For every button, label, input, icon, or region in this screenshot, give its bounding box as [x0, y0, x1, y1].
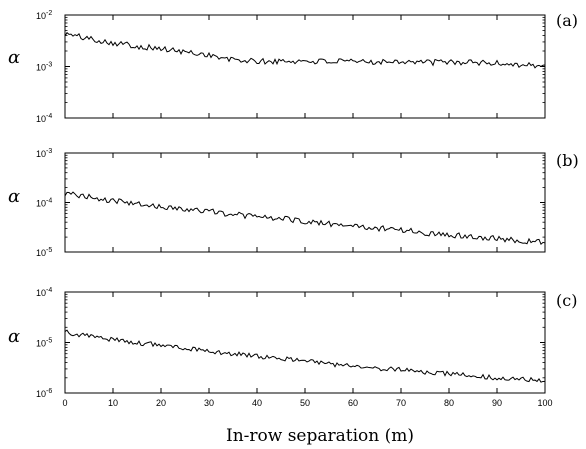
- y-tick-exponent: -3: [46, 148, 52, 155]
- y-tick-label: 10-2: [36, 10, 52, 21]
- y-tick-base: 10: [36, 389, 46, 399]
- x-tick-label: 70: [396, 398, 406, 408]
- y-tick-base: 10: [36, 288, 46, 298]
- plot-frame: [64, 14, 546, 119]
- x-axis-label: In-row separation (m): [226, 426, 414, 446]
- x-tick-label: 80: [444, 398, 454, 408]
- y-tick-exponent: -2: [46, 10, 52, 17]
- y-axis-label: α: [8, 326, 20, 347]
- y-tick-exponent: -4: [46, 287, 52, 294]
- y-tick-base: 10: [36, 149, 46, 159]
- y-tick-exponent: -5: [46, 247, 52, 254]
- plot-frame: [64, 291, 546, 394]
- panel-label: (c): [556, 291, 577, 310]
- x-tick-label: 30: [204, 398, 214, 408]
- series-line: [64, 329, 546, 383]
- series-line: [64, 31, 546, 69]
- panel-label: (a): [556, 11, 578, 30]
- y-tick-label: 10-4: [36, 113, 52, 124]
- y-tick-exponent: -3: [46, 62, 52, 69]
- y-tick-exponent: -5: [46, 338, 52, 345]
- y-tick-exponent: -4: [46, 198, 52, 205]
- x-tick-label: 0: [62, 398, 67, 408]
- panel-label: (b): [556, 151, 579, 170]
- y-tick-exponent: -6: [46, 388, 52, 395]
- y-tick-label: 10-6: [36, 388, 52, 399]
- x-tick-label: 20: [156, 398, 166, 408]
- x-tick-label: 50: [300, 398, 310, 408]
- y-tick-label: 10-4: [36, 198, 52, 209]
- panel-b: 10-510-410-3 (b)α: [8, 148, 579, 258]
- x-tick-label: 100: [537, 398, 552, 408]
- y-tick-label: 10-5: [36, 338, 52, 349]
- y-tick-base: 10: [36, 199, 46, 209]
- y-tick-base: 10: [36, 11, 46, 21]
- x-tick-label: 90: [492, 398, 502, 408]
- y-axis-label: α: [8, 186, 20, 207]
- panel-c: 10-610-510-4(c)α: [8, 287, 577, 399]
- x-tick-label: 10: [108, 398, 118, 408]
- panels-group: 10-410-310-2 (a)α10-510-410-3 (b)α10-610-5…: [8, 10, 579, 408]
- y-tick-exponent: -4: [46, 113, 52, 120]
- y-tick-label: 10-3: [36, 148, 52, 159]
- y-tick-base: 10: [36, 63, 46, 73]
- x-tick-label: 60: [348, 398, 358, 408]
- x-tick-label: 40: [252, 398, 262, 408]
- y-tick-label: 10-3: [36, 62, 52, 73]
- y-tick-label: 10-4: [36, 287, 52, 298]
- y-tick-base: 10: [36, 248, 46, 258]
- y-tick-label: 10-5: [36, 247, 52, 258]
- panel-a: 10-410-310-2 (a)α: [8, 10, 578, 124]
- y-tick-base: 10: [36, 114, 46, 124]
- y-tick-base: 10: [36, 339, 46, 349]
- y-axis-label: α: [8, 47, 20, 68]
- series-line: [64, 191, 546, 246]
